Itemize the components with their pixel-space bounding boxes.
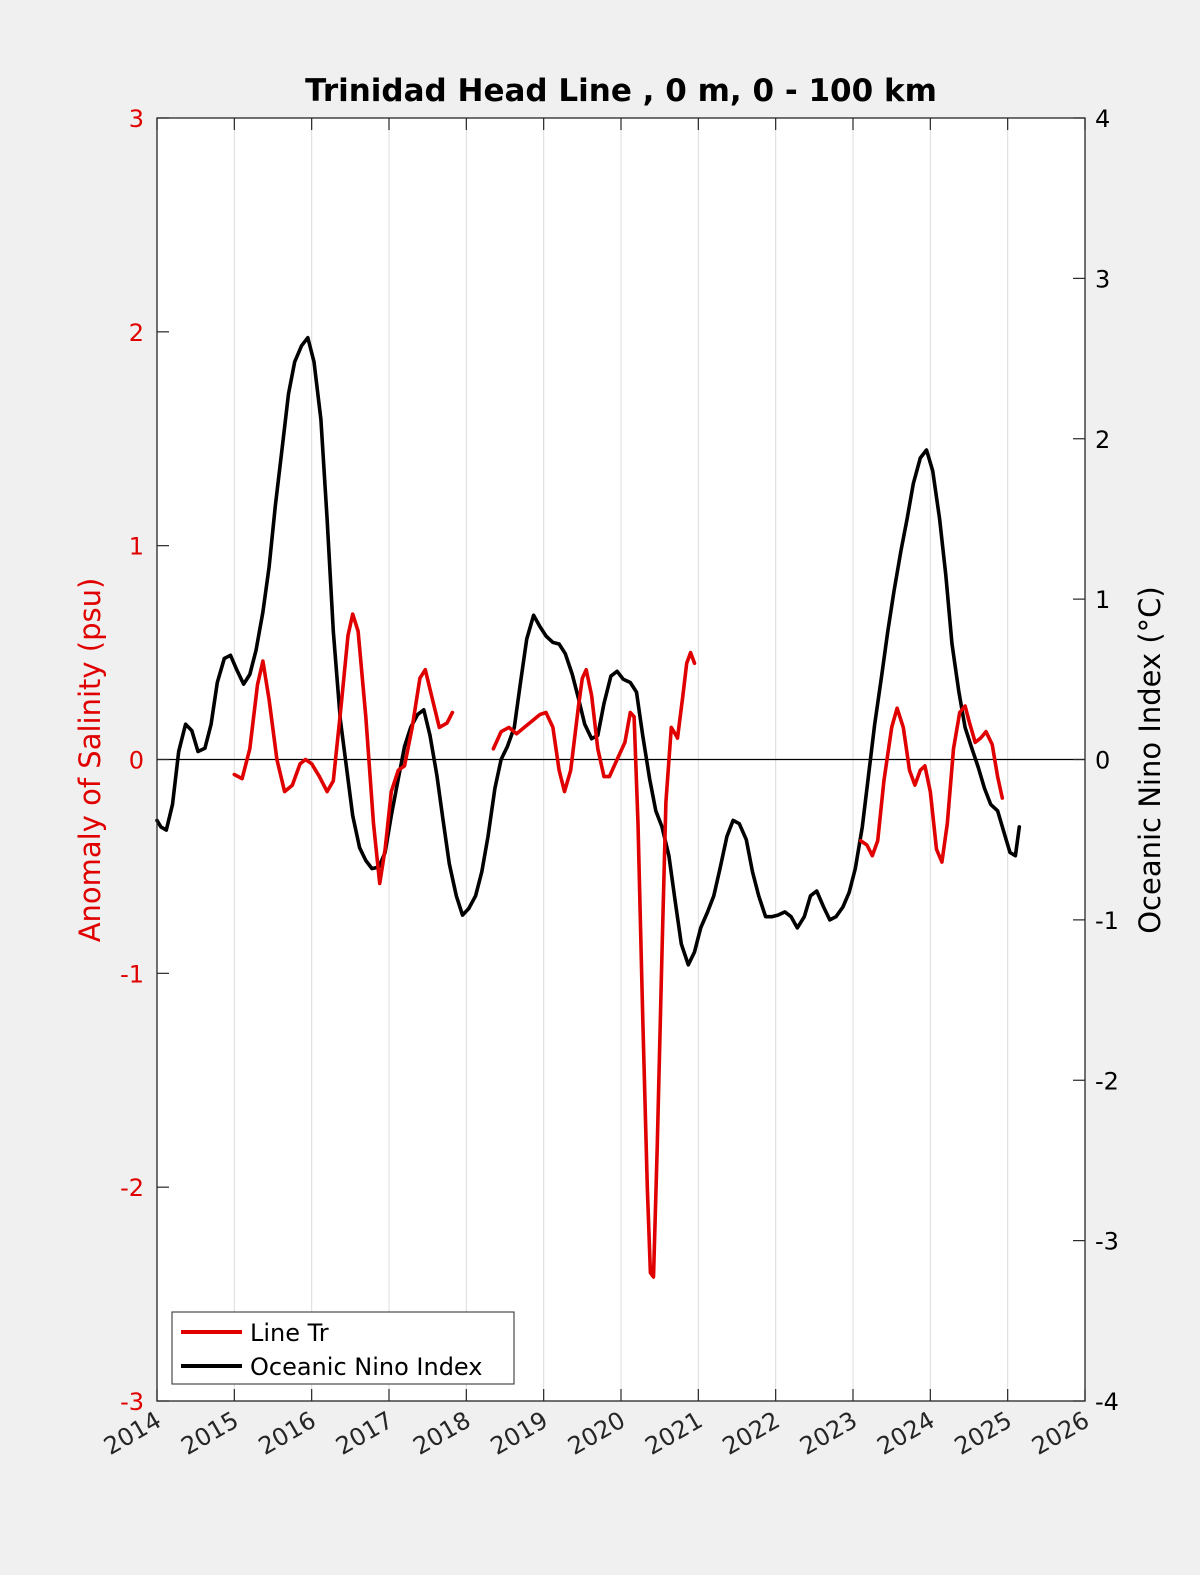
y-right-tick-label: -3 — [1095, 1228, 1119, 1256]
series-oni-segment — [155, 335, 1022, 967]
legend: Line Tr Oceanic Nino Index — [171, 1311, 515, 1385]
series-line-tr-segment — [858, 704, 1005, 864]
chart-title: Trinidad Head Line , 0 m, 0 - 100 km — [305, 73, 937, 109]
y-left-axis: 3 2 1 0 -1 -2 -3 — [120, 105, 169, 1416]
y-left-tick-label: 3 — [129, 105, 144, 133]
y-right-tick-label: -2 — [1095, 1067, 1119, 1095]
y-left-tick-label: 2 — [129, 319, 144, 347]
y-left-tick-label: 0 — [129, 747, 144, 775]
series-line-tr-segment — [232, 612, 455, 886]
y-left-tick-label: 1 — [129, 533, 144, 561]
y-left-tick-label: -3 — [120, 1388, 144, 1416]
y-right-tick-label: 4 — [1095, 105, 1110, 133]
y-right-axis: 4 3 2 1 0 -1 -2 -3 -4 — [1073, 105, 1119, 1416]
y-right-tick-label: 0 — [1095, 747, 1110, 775]
legend-label-oni: Oceanic Nino Index — [250, 1353, 482, 1381]
y-right-tick-label: -4 — [1095, 1388, 1119, 1416]
y-right-tick-label: 3 — [1095, 265, 1110, 293]
y-left-axis-label: Anomaly of Salinity (psu) — [73, 578, 107, 943]
y-right-axis-label: Oceanic Nino Index (°C) — [1133, 586, 1167, 934]
series-line-tr-segment — [491, 650, 697, 1279]
legend-box — [171, 1311, 515, 1385]
y-right-tick-label: 2 — [1095, 426, 1110, 454]
y-right-tick-label: -1 — [1095, 907, 1119, 935]
y-right-tick-label: 1 — [1095, 586, 1110, 614]
y-left-tick-label: -1 — [120, 960, 144, 988]
legend-label-line-tr: Line Tr — [250, 1319, 329, 1347]
y-left-tick-label: -2 — [120, 1174, 144, 1202]
series-layer — [155, 335, 1022, 1279]
